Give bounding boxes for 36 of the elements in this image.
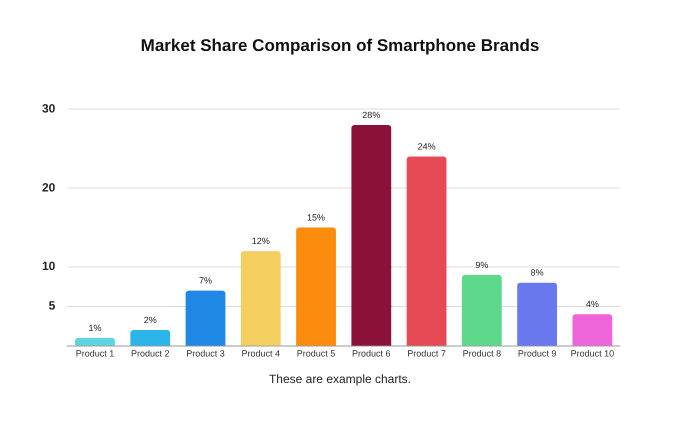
data-label: 2% xyxy=(144,315,157,326)
bar xyxy=(517,282,557,346)
data-label: 8% xyxy=(530,268,544,278)
bar xyxy=(130,330,170,346)
x-tick-label: Product 9 xyxy=(518,348,556,359)
y-tick-label: 5 xyxy=(48,298,56,313)
y-tick-label: 10 xyxy=(42,259,56,274)
data-label: 4% xyxy=(586,299,599,310)
x-tick-label: Product 4 xyxy=(242,348,280,359)
bar xyxy=(296,228,336,346)
bar xyxy=(462,274,502,346)
bar xyxy=(351,124,392,346)
x-tick-label: Product 5 xyxy=(296,348,336,359)
data-label: 28% xyxy=(362,110,380,120)
data-label: 1% xyxy=(88,322,102,333)
data-label: 15% xyxy=(307,212,326,222)
x-tick-label: Product 1 xyxy=(76,348,114,359)
bar xyxy=(75,338,115,346)
x-tick-label: Product 8 xyxy=(462,348,502,359)
y-tick-label: 20 xyxy=(42,180,56,194)
x-tick-label: Product 6 xyxy=(352,348,391,359)
x-tick-label: Product 7 xyxy=(407,348,446,359)
x-tick-label: Product 10 xyxy=(570,348,614,359)
bar xyxy=(406,156,446,346)
data-label: 12% xyxy=(252,236,270,246)
text: These are example charts. xyxy=(268,372,412,386)
data-label: 24% xyxy=(418,142,436,152)
bar xyxy=(186,290,226,346)
data-label: 9% xyxy=(475,260,488,270)
x-tick-label: Product 2 xyxy=(130,348,170,359)
bar xyxy=(572,314,612,346)
x-tick-label: Product 3 xyxy=(186,348,225,359)
bar xyxy=(240,251,281,346)
chart-title: Market Share Comparison of Smartphone Brands xyxy=(140,36,540,56)
y-tick-label: 30 xyxy=(42,102,56,116)
data-label: 7% xyxy=(199,276,212,286)
